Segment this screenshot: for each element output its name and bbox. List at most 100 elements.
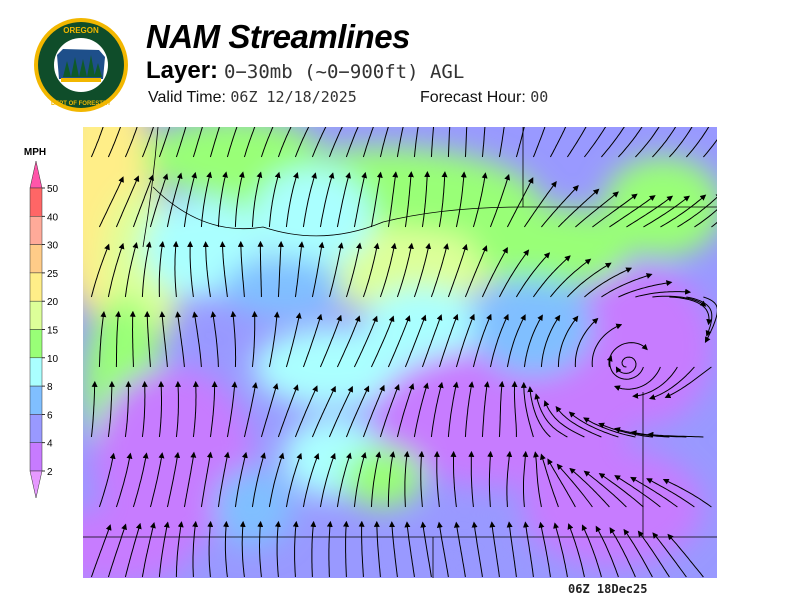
streamline [646,478,695,508]
streamline [257,240,264,297]
streamline [547,458,576,508]
columbia-river-border [152,186,717,237]
legend-label: 10 [47,354,59,365]
streamline [438,171,448,228]
streamline [141,522,156,578]
legend-swatch [29,300,43,330]
legend-label: 20 [47,297,59,308]
streamline [598,473,644,508]
streamline [652,532,687,578]
streamline [540,314,561,368]
streamline [609,195,656,228]
streamline [630,476,678,508]
streamline [175,311,185,368]
streamline [464,245,488,298]
streamline [613,366,661,391]
legend-swatch [29,244,43,274]
streamline [489,173,511,228]
streamline [219,241,228,298]
streamline [159,311,168,368]
streamline [370,171,383,228]
streamline [623,528,653,578]
streamline [310,520,317,578]
streamline [90,127,104,158]
streamline [158,380,165,438]
streamline [532,127,546,158]
streamline [336,315,361,368]
legend-label: 2 [47,467,53,478]
streamline [243,127,256,158]
streamline [353,315,378,368]
legend-swatch [29,187,43,217]
shading-region [223,257,343,317]
streamline [387,315,411,368]
streamlines [90,127,717,578]
streamline [141,241,152,298]
streamline [647,431,704,438]
streamline [251,310,258,368]
streamline [362,242,380,298]
streamline [533,451,542,508]
streamline [124,522,142,578]
streamline [396,383,415,438]
streamline [420,521,432,578]
streamline [158,521,170,578]
streamline [430,381,444,438]
streamline [144,310,151,368]
streamline [669,127,693,158]
streamline [637,530,670,578]
legend-unit: MPH [24,147,46,158]
streamline [379,127,389,158]
streamline [129,310,136,367]
streamline [489,521,500,578]
streamline [132,452,149,508]
streamline [107,523,127,578]
streamline [584,267,633,298]
valid-time-value: 06Z 12/18/2025 [230,88,357,106]
streamline [268,311,280,368]
streamline [158,127,171,158]
streamline [487,450,494,508]
legend-arrow-top [29,160,43,189]
streamline [553,522,568,578]
streamline [202,241,211,298]
legend-label: 40 [47,212,59,223]
streamline [455,313,475,368]
streamline [569,467,610,508]
streamline [601,127,625,158]
streamline [614,427,670,438]
streamline [132,174,154,228]
streamline [601,273,653,298]
layer-label: Layer: [146,57,219,84]
streamline [618,127,643,158]
streamline [223,520,230,578]
streamline [362,127,374,158]
streamline [362,384,385,438]
shading-region [523,447,703,567]
streamline [285,172,299,228]
streamline [358,520,365,578]
streamline [345,385,370,438]
streamline [626,195,674,228]
streamline [481,246,508,298]
streamline [373,520,381,578]
shading-region [473,277,593,377]
streamline [614,475,661,508]
streamline [468,450,475,508]
streamline [124,380,132,438]
forecast-hour-label: Forecast Hour: [420,89,526,106]
shading-region [403,517,523,577]
streamline [540,453,559,508]
streamline [292,520,299,578]
streamline [251,452,266,508]
streamline [450,450,457,508]
streamline [274,520,281,578]
streamline [268,452,285,508]
legend-swatch [29,329,43,359]
streamline [277,384,299,438]
streamline [166,451,181,508]
layer-line: Layer: 0−30mb (~0−900ft) AGL [146,57,464,85]
valid-time-label: Valid Time: [148,89,226,106]
streamline [343,520,350,578]
layer-value: 0−30mb (~0−900ft) AGL [224,61,465,83]
